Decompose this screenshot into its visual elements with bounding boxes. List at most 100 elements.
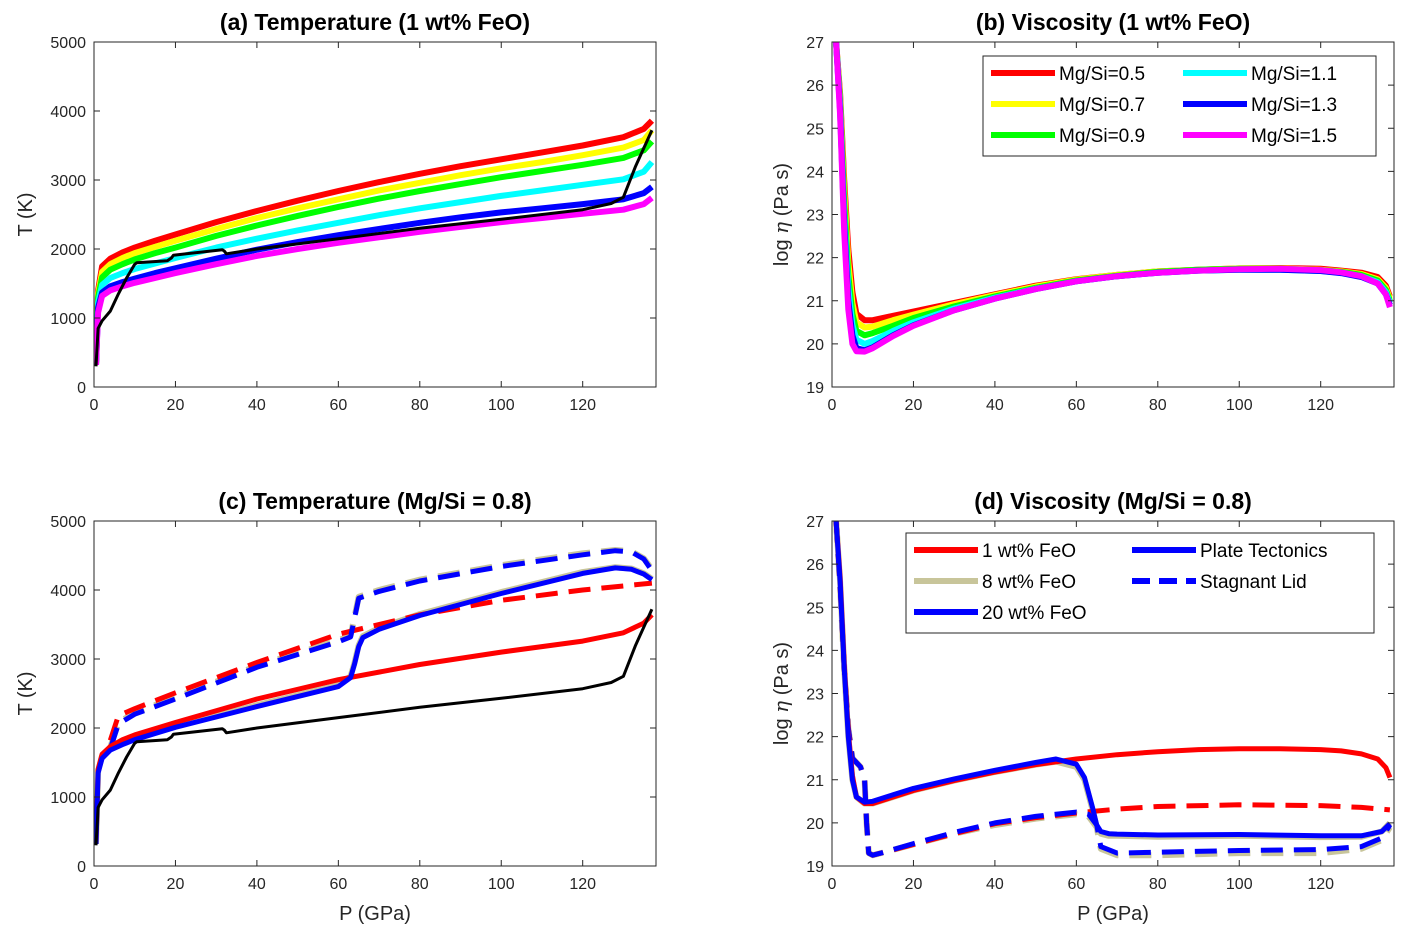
- series-line-3: [833, 521, 1393, 858]
- legend-label: Plate Tectonics: [1200, 541, 1327, 562]
- y-axis-label: T (K): [15, 671, 37, 715]
- y-tick-label: 24: [806, 643, 824, 660]
- x-tick-label: 40: [248, 876, 266, 893]
- legend-label: Mg/Si=1.1: [1251, 64, 1337, 85]
- y-tick-label: 27: [806, 514, 824, 531]
- y-tick-label: 1000: [50, 790, 86, 807]
- series-line-5: [833, 521, 1392, 839]
- x-tick-label: 0: [90, 397, 99, 414]
- y-tick-label: 2000: [50, 721, 86, 738]
- series-group: [833, 521, 1393, 859]
- x-tick-label: 80: [411, 397, 429, 414]
- x-tick-label: 40: [986, 876, 1004, 893]
- x-tick-label: 60: [329, 876, 347, 893]
- x-tick-label: 100: [488, 876, 515, 893]
- y-tick-label: 26: [806, 557, 824, 574]
- y-tick-label: 4000: [50, 104, 86, 121]
- series-group: [833, 42, 1393, 355]
- legend: 1 wt% FeO 8 wt% FeO 20 wt% FeO Plate Tecton…: [905, 532, 1375, 634]
- x-tick-label: 100: [1226, 397, 1253, 414]
- x-tick-label: 60: [1067, 876, 1085, 893]
- x-tick-label: 60: [1067, 397, 1085, 414]
- panel_a-chart: 0 20 40 60 80 100 120 0 1000 2000 3000 4000 5000 (a) …: [15, 9, 657, 414]
- panel_d-chart: 0 20 40 60 80 100 120 19 20 21 22 23 24 25 26 27 (d) Vis…: [769, 488, 1395, 925]
- legend-label: Mg/Si=0.9: [1059, 126, 1145, 147]
- series-line-2: [107, 580, 653, 742]
- y-tick-label: 20: [806, 816, 824, 833]
- chart-title: (b) Viscosity (1 wt% FeO): [976, 9, 1250, 35]
- chart-title: (c) Temperature (Mg/Si = 0.8): [218, 488, 531, 514]
- y-axis-label: log η (Pa s): [769, 642, 793, 745]
- chart-title: (d) Viscosity (Mg/Si = 0.8): [974, 488, 1252, 514]
- series-line-5: [94, 195, 654, 366]
- x-tick-label: 60: [329, 397, 347, 414]
- y-tick-label: 22: [806, 251, 824, 268]
- series-group: [94, 118, 655, 367]
- x-tick-label: 80: [1149, 397, 1167, 414]
- x-tick-label: 20: [905, 876, 923, 893]
- series-line-5: [833, 42, 1393, 355]
- x-tick-label: 20: [167, 876, 185, 893]
- x-tick-label: 20: [167, 397, 185, 414]
- series-line-5: [94, 565, 654, 844]
- y-tick-label: 23: [806, 208, 824, 225]
- panel_b-chart: 0 20 40 60 80 100 120 19 20 21 22 23 24 25 26 27 (b) Vis…: [769, 9, 1395, 414]
- y-tick-label: 25: [806, 600, 824, 617]
- x-tick-label: 80: [411, 876, 429, 893]
- series-line-4: [94, 613, 654, 844]
- y-tick-label: 2000: [50, 242, 86, 259]
- series-line-3: [107, 548, 654, 750]
- legend-label: Stagnant Lid: [1200, 572, 1307, 593]
- x-tick-label: 100: [488, 397, 515, 414]
- series-line-4: [94, 184, 654, 366]
- y-tick-label: 25: [806, 121, 824, 138]
- x-tick-label: 40: [248, 397, 266, 414]
- y-tick-label: 24: [806, 164, 824, 181]
- legend-label: Mg/Si=0.7: [1059, 95, 1145, 116]
- axes-frame: [93, 41, 657, 388]
- x-tick-label: 20: [905, 397, 923, 414]
- series-line-6: [94, 129, 654, 367]
- y-tick-label: 5000: [50, 35, 86, 52]
- legend-label: Mg/Si=0.5: [1059, 64, 1145, 85]
- y-tick-label: 4000: [50, 583, 86, 600]
- y-tick-label: 21: [806, 773, 824, 790]
- x-axis-label: P (GPa): [1077, 903, 1149, 925]
- y-axis-label: log η (Pa s): [769, 163, 793, 266]
- x-tick-label: 120: [569, 876, 596, 893]
- x-axis-label: P (GPa): [339, 903, 411, 925]
- x-tick-label: 100: [1226, 876, 1253, 893]
- axes-frame: [93, 520, 657, 867]
- y-tick-label: 3000: [50, 173, 86, 190]
- series-line-2: [94, 139, 655, 365]
- legend-label: 8 wt% FeO: [982, 572, 1076, 593]
- y-tick-label: 5000: [50, 514, 86, 531]
- legend-label: Mg/Si=1.3: [1251, 95, 1337, 116]
- x-tick-label: 0: [828, 876, 837, 893]
- legend-label: Mg/Si=1.5: [1251, 126, 1337, 147]
- legend: Mg/Si=0.5 Mg/Si=0.7 Mg/Si=0.9 Mg/Si=1.1 Mg/S…: [982, 55, 1377, 157]
- series-line-6: [94, 608, 654, 846]
- x-tick-label: 40: [986, 397, 1004, 414]
- y-tick-label: 0: [77, 859, 86, 876]
- x-tick-label: 120: [1307, 397, 1334, 414]
- legend-label: 1 wt% FeO: [982, 541, 1076, 562]
- y-tick-label: 19: [806, 380, 824, 397]
- series-group: [94, 547, 655, 846]
- y-tick-label: 20: [806, 337, 824, 354]
- y-axis-label: T (K): [15, 192, 37, 236]
- y-tick-label: 21: [806, 294, 824, 311]
- y-tick-label: 23: [806, 687, 824, 704]
- series-line-1: [94, 128, 655, 365]
- x-tick-label: 80: [1149, 876, 1167, 893]
- y-tick-label: 26: [806, 78, 824, 95]
- y-tick-label: 22: [806, 730, 824, 747]
- y-tick-label: 19: [806, 859, 824, 876]
- legend-label: 20 wt% FeO: [982, 603, 1087, 624]
- chart-title: (a) Temperature (1 wt% FeO): [220, 9, 530, 35]
- series-line-3: [94, 160, 655, 366]
- y-tick-label: 27: [806, 35, 824, 52]
- y-tick-label: 3000: [50, 652, 86, 669]
